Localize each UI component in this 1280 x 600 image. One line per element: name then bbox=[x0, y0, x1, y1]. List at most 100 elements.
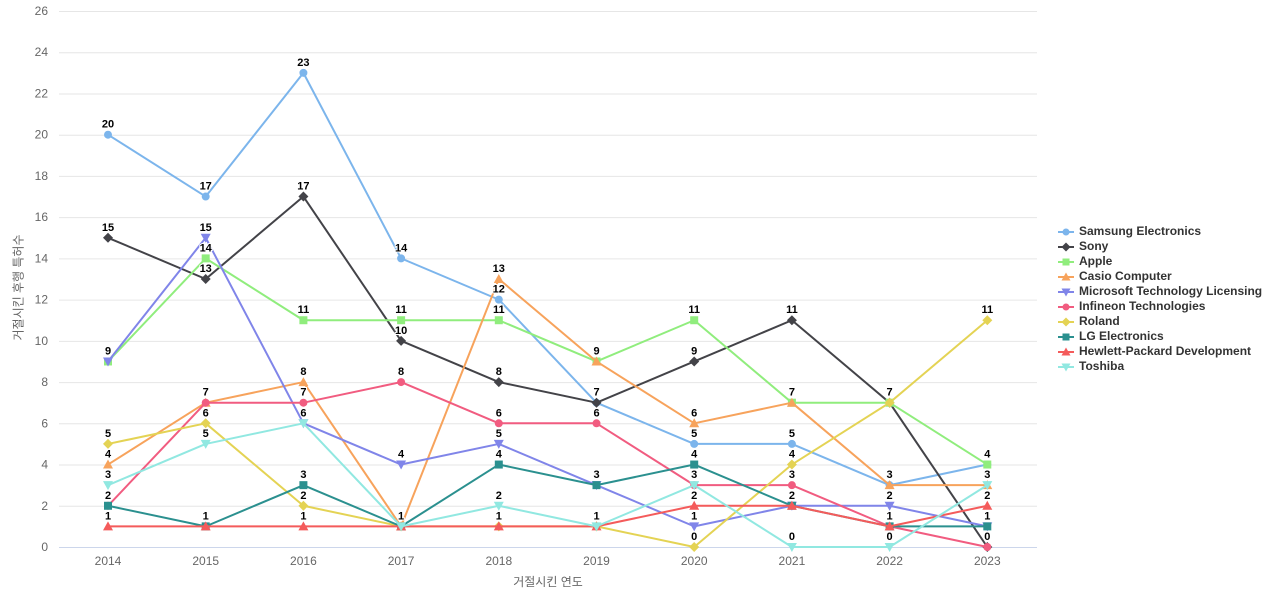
legend-item-label: Sony bbox=[1079, 239, 1109, 253]
svg-text:2022: 2022 bbox=[876, 554, 903, 568]
legend-item-samsung-electronics[interactable]: Samsung Electronics bbox=[1058, 224, 1262, 239]
svg-text:1: 1 bbox=[887, 510, 893, 522]
svg-text:17: 17 bbox=[297, 181, 309, 193]
svg-text:1: 1 bbox=[300, 510, 306, 522]
legend-item-label: Toshiba bbox=[1079, 359, 1125, 373]
svg-text:2021: 2021 bbox=[779, 554, 806, 568]
legend-item-label: Apple bbox=[1079, 254, 1113, 268]
svg-text:1: 1 bbox=[398, 510, 404, 522]
series-sony[interactable] bbox=[103, 191, 993, 552]
svg-text:4: 4 bbox=[984, 449, 991, 461]
svg-text:4: 4 bbox=[789, 449, 796, 461]
legend-marker-icon bbox=[1058, 333, 1074, 340]
svg-text:9: 9 bbox=[105, 345, 111, 357]
legend-marker-icon bbox=[1058, 303, 1074, 310]
legend: Samsung Electronics Sony Apple Casio Comput… bbox=[1058, 224, 1262, 374]
svg-text:11: 11 bbox=[493, 304, 505, 316]
svg-text:23: 23 bbox=[297, 57, 309, 69]
svg-text:6: 6 bbox=[691, 407, 697, 419]
svg-text:8: 8 bbox=[398, 366, 404, 378]
svg-text:22: 22 bbox=[35, 86, 49, 100]
svg-text:11: 11 bbox=[395, 304, 407, 316]
svg-text:2: 2 bbox=[691, 490, 697, 502]
legend-item-sony[interactable]: Sony bbox=[1058, 239, 1262, 254]
svg-text:18: 18 bbox=[35, 169, 49, 183]
svg-text:3: 3 bbox=[300, 469, 306, 481]
svg-text:11: 11 bbox=[688, 304, 700, 316]
svg-text:2015: 2015 bbox=[192, 554, 219, 568]
svg-text:10: 10 bbox=[35, 334, 49, 348]
legend-item-lg-electronics[interactable]: LG Electronics bbox=[1058, 329, 1262, 344]
legend-item-label: Microsoft Technology Licensing bbox=[1079, 284, 1263, 298]
svg-text:2018: 2018 bbox=[485, 554, 512, 568]
svg-text:5: 5 bbox=[203, 428, 209, 440]
svg-text:13: 13 bbox=[493, 263, 505, 275]
svg-text:10: 10 bbox=[395, 325, 407, 337]
svg-text:11: 11 bbox=[981, 304, 993, 316]
svg-text:0: 0 bbox=[691, 531, 697, 543]
svg-text:2014: 2014 bbox=[95, 554, 122, 568]
svg-text:20: 20 bbox=[102, 119, 114, 131]
svg-text:26: 26 bbox=[35, 4, 49, 18]
svg-text:2017: 2017 bbox=[388, 554, 415, 568]
svg-text:1: 1 bbox=[593, 510, 599, 522]
svg-text:11: 11 bbox=[298, 304, 310, 316]
svg-text:3: 3 bbox=[789, 469, 795, 481]
legend-item-label: Roland bbox=[1079, 314, 1120, 328]
x-axis-title: 거절시킨 연도 bbox=[513, 575, 583, 589]
legend-item-hewlett-packard-development[interactable]: Hewlett-Packard Development bbox=[1058, 344, 1262, 359]
svg-text:7: 7 bbox=[593, 387, 599, 399]
svg-text:0: 0 bbox=[789, 531, 795, 543]
legend-item-label: Hewlett-Packard Development bbox=[1079, 344, 1252, 358]
svg-text:4: 4 bbox=[398, 449, 405, 461]
series-toshiba[interactable] bbox=[103, 419, 993, 552]
svg-text:6: 6 bbox=[41, 416, 48, 430]
legend-item-infineon-technologies[interactable]: Infineon Technologies bbox=[1058, 299, 1262, 314]
svg-text:20: 20 bbox=[35, 128, 49, 142]
svg-text:16: 16 bbox=[35, 210, 49, 224]
svg-text:2: 2 bbox=[789, 490, 795, 502]
svg-text:4: 4 bbox=[496, 449, 503, 461]
svg-text:5: 5 bbox=[105, 428, 111, 440]
svg-text:2016: 2016 bbox=[290, 554, 317, 568]
svg-text:12: 12 bbox=[35, 293, 49, 307]
svg-text:2: 2 bbox=[887, 490, 893, 502]
svg-text:14: 14 bbox=[200, 242, 213, 254]
svg-text:7: 7 bbox=[887, 387, 893, 399]
svg-text:7: 7 bbox=[789, 387, 795, 399]
svg-text:15: 15 bbox=[102, 222, 114, 234]
svg-text:0: 0 bbox=[984, 531, 990, 543]
svg-text:12: 12 bbox=[493, 284, 505, 296]
legend-marker-icon bbox=[1058, 363, 1074, 371]
svg-text:2: 2 bbox=[984, 490, 990, 502]
legend-item-toshiba[interactable]: Toshiba bbox=[1058, 359, 1262, 374]
svg-text:14: 14 bbox=[35, 251, 49, 265]
svg-text:1: 1 bbox=[984, 510, 990, 522]
svg-text:3: 3 bbox=[593, 469, 599, 481]
svg-text:0: 0 bbox=[887, 531, 893, 543]
svg-text:1: 1 bbox=[496, 510, 502, 522]
svg-text:2023: 2023 bbox=[974, 554, 1001, 568]
legend-item-label: Samsung Electronics bbox=[1079, 224, 1202, 238]
svg-text:6: 6 bbox=[300, 407, 306, 419]
svg-text:8: 8 bbox=[300, 366, 306, 378]
svg-text:11: 11 bbox=[786, 304, 798, 316]
svg-text:7: 7 bbox=[300, 387, 306, 399]
legend-marker-icon bbox=[1058, 347, 1074, 355]
legend-marker-icon bbox=[1058, 317, 1074, 326]
legend-item-apple[interactable]: Apple bbox=[1058, 254, 1262, 269]
legend-item-roland[interactable]: Roland bbox=[1058, 314, 1262, 329]
legend-item-microsoft-technology-licensing[interactable]: Microsoft Technology Licensing bbox=[1058, 284, 1262, 299]
svg-text:4: 4 bbox=[105, 449, 112, 461]
svg-text:8: 8 bbox=[496, 366, 502, 378]
legend-item-label: Infineon Technologies bbox=[1079, 299, 1206, 313]
legend-item-casio-computer[interactable]: Casio Computer bbox=[1058, 269, 1262, 284]
svg-text:14: 14 bbox=[395, 242, 408, 254]
svg-text:2020: 2020 bbox=[681, 554, 708, 568]
svg-text:3: 3 bbox=[887, 469, 893, 481]
series-hewlett-packard-development[interactable] bbox=[103, 500, 993, 531]
svg-text:7: 7 bbox=[203, 387, 209, 399]
